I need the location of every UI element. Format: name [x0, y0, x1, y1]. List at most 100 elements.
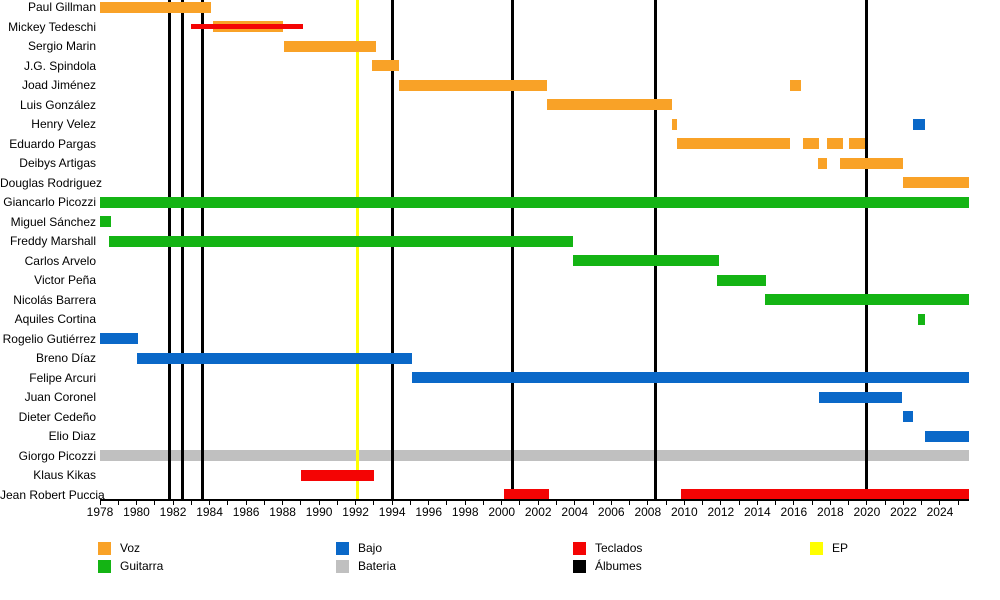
bajo-bar — [903, 411, 913, 422]
year-label: 1982 — [159, 505, 187, 519]
album-line — [653, 0, 657, 500]
bajo-bar — [100, 333, 139, 344]
axis-tick — [647, 501, 649, 505]
member-label: Mickey Tedeschi — [8, 19, 96, 34]
year-label: 2004 — [561, 505, 589, 519]
legend-label-albumes: Álbumes — [595, 559, 642, 573]
legend-swatch-bateria — [336, 560, 349, 573]
axis-tick — [939, 501, 941, 505]
member-label: Giancarlo Picozzi — [3, 195, 96, 209]
axis-tick — [300, 501, 302, 505]
axis-tick — [428, 501, 430, 505]
year-label: 1992 — [342, 505, 369, 519]
voz-bar — [284, 40, 376, 52]
axis-tick — [921, 501, 923, 505]
year-label: 2024 — [926, 505, 954, 519]
axis-tick — [409, 501, 411, 505]
voz-bar — [100, 1, 212, 13]
member-label: Henry Velez — [31, 117, 96, 131]
member-label: Sergio Marin — [27, 39, 96, 53]
voz-bar — [848, 138, 866, 149]
member-label: Nicolás Barrera — [13, 292, 96, 307]
voz-bar — [671, 118, 677, 130]
year-label: 1990 — [305, 505, 333, 519]
member-label: Luis González — [19, 97, 96, 112]
year-label: 2020 — [853, 505, 881, 519]
axis-tick — [263, 501, 265, 505]
member-label: Rogelio Gutiérrez — [2, 331, 96, 346]
year-label: 1994 — [378, 505, 406, 519]
year-label: 1986 — [232, 505, 260, 519]
year-label: 1988 — [269, 505, 296, 519]
bajo-bar — [136, 352, 413, 364]
bajo-bar — [819, 391, 902, 403]
year-label: 1996 — [415, 505, 443, 519]
axis-tick — [227, 501, 229, 505]
axis-tick — [793, 501, 795, 505]
year-label: 2018 — [817, 505, 844, 519]
album-line — [200, 0, 204, 500]
ep-line — [355, 0, 359, 500]
axis-tick — [537, 501, 539, 505]
member-label: Freddy Marshall — [9, 234, 96, 248]
axis-tick — [957, 501, 959, 505]
legend-label-ep: EP — [832, 541, 849, 555]
year-label: 2016 — [780, 505, 808, 519]
legend-label-voz: Voz — [120, 541, 141, 555]
year-label: 2012 — [707, 505, 735, 519]
bajo-bar — [412, 372, 970, 383]
year-label: 2002 — [524, 505, 552, 519]
year-label: 2006 — [597, 505, 625, 519]
legend-swatch-bajo — [336, 542, 349, 555]
member-label: Carlos Arvelo — [24, 253, 96, 268]
album-line — [390, 0, 394, 500]
voz-bar — [372, 60, 400, 71]
legend-label-bajo: Bajo — [358, 541, 383, 555]
axis-tick — [446, 501, 448, 505]
member-label: Paul Gillman — [27, 0, 96, 14]
album-line — [167, 0, 171, 500]
year-label: 1978 — [86, 505, 114, 519]
axis-tick — [519, 501, 521, 505]
album-line — [511, 0, 515, 500]
axis-tick — [574, 501, 576, 505]
legend-swatch-ep — [810, 542, 823, 555]
axis-tick — [811, 501, 813, 505]
axis-tick — [629, 501, 631, 505]
album-line — [180, 0, 184, 500]
axis-tick — [117, 501, 119, 505]
voz-bar — [677, 138, 791, 149]
member-label: Breno Díaz — [35, 351, 96, 365]
axis-tick — [702, 501, 704, 505]
member-label: Giorgo Picozzi — [18, 448, 96, 463]
axis-tick — [245, 501, 247, 505]
axis-tick — [154, 501, 156, 505]
axis-tick — [556, 501, 557, 505]
member-label: Aquiles Cortina — [14, 312, 96, 326]
axis-tick — [775, 501, 777, 505]
axis-tick — [482, 501, 484, 505]
year-label: 2014 — [744, 505, 771, 519]
voz-bar — [903, 177, 970, 188]
axis-tick — [136, 501, 138, 505]
bajo-bar — [912, 118, 926, 130]
legend-swatch-teclados — [573, 542, 586, 555]
voz-bar — [803, 138, 820, 149]
legend-swatch-guitarra — [98, 560, 111, 573]
voz-bar — [839, 157, 904, 169]
legend-swatch-voz — [98, 542, 111, 555]
axis-tick — [464, 501, 466, 505]
legend-label-bateria: Bateria — [358, 559, 397, 573]
axis-tick — [190, 501, 192, 505]
voz-bar — [790, 79, 802, 91]
year-label: 1984 — [196, 505, 223, 519]
album-line — [865, 0, 869, 500]
member-label: J.G. Spindola — [23, 58, 96, 73]
x-axis-line — [100, 499, 970, 501]
guitarra-bar — [918, 313, 926, 325]
